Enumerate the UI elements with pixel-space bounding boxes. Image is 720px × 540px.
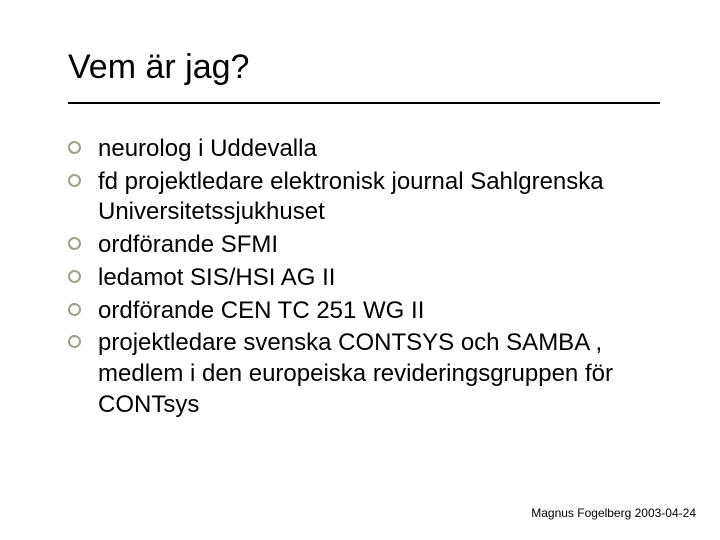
bullet-icon	[68, 237, 81, 250]
list-item: ledamot SIS/HSI AG II	[68, 263, 668, 294]
list-item: projektledare svenska CONTSYS och SAMBA …	[68, 328, 668, 420]
bullet-icon	[68, 270, 81, 283]
footer-text: Magnus Fogelberg 2003-04-24	[531, 506, 696, 520]
bullet-icon	[68, 303, 81, 316]
bullet-icon	[68, 335, 81, 348]
slide-title: Vem är jag?	[68, 48, 249, 87]
list-item: fd projektledare elektronisk journal Sah…	[68, 167, 668, 228]
bullet-icon	[68, 141, 81, 154]
slide-body: neurolog i Uddevalla fd projektledare el…	[68, 134, 668, 422]
bullet-list: neurolog i Uddevalla fd projektledare el…	[68, 134, 668, 420]
title-rule	[68, 102, 660, 104]
list-item: neurolog i Uddevalla	[68, 134, 668, 165]
bullet-icon	[68, 174, 81, 187]
slide: Vem är jag? neurolog i Uddevalla fd proj…	[0, 0, 720, 540]
list-item: ordförande CEN TC 251 WG II	[68, 296, 668, 327]
list-item-text: neurolog i Uddevalla	[98, 135, 317, 162]
list-item: ordförande SFMI	[68, 230, 668, 261]
list-item-text: ledamot SIS/HSI AG II	[98, 264, 335, 291]
list-item-text: ordförande CEN TC 251 WG II	[98, 297, 424, 324]
list-item-text: fd projektledare elektronisk journal Sah…	[98, 168, 604, 226]
list-item-text: ordförande SFMI	[98, 231, 278, 258]
list-item-text: projektledare svenska CONTSYS och SAMBA …	[98, 329, 613, 417]
